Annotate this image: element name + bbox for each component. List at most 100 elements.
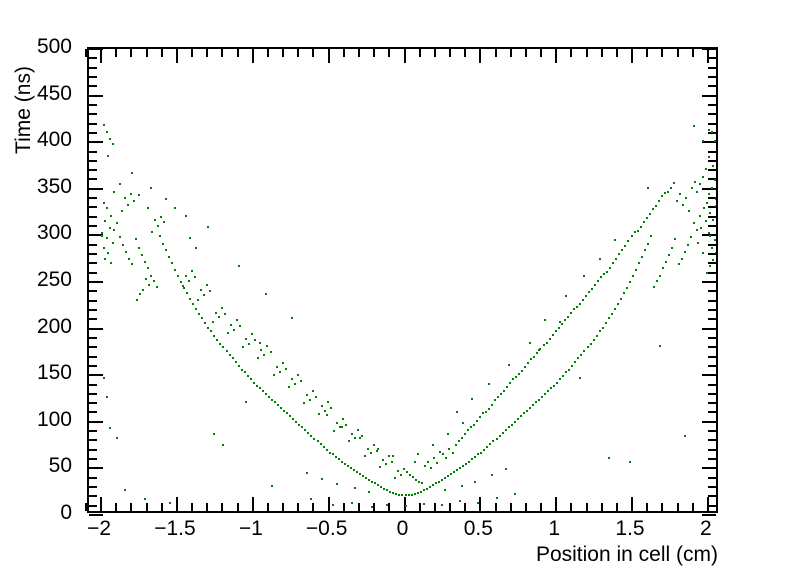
scatter-point [385, 463, 387, 465]
scatter-point [583, 275, 585, 277]
x-axis-tick-mirror [175, 49, 178, 63]
scatter-point [486, 446, 488, 448]
scatter-point [427, 461, 429, 463]
x-axis-tick-mirror [342, 49, 345, 57]
scatter-point [386, 489, 388, 491]
y-axis-minor-tick [89, 57, 97, 60]
scatter-point [107, 252, 109, 254]
scatter-point [260, 349, 262, 351]
y-axis-minor-tick [89, 66, 97, 69]
scatter-point [344, 463, 346, 465]
scatter-point [627, 240, 629, 242]
scatter-point [359, 473, 361, 475]
y-axis-tick-mirror [708, 495, 716, 498]
scatter-point [611, 313, 613, 315]
scatter-point [106, 237, 108, 239]
x-axis-minor-tick [661, 503, 664, 511]
y-axis-tick-mirror [708, 318, 716, 321]
scatter-point [177, 275, 179, 277]
scatter-point [605, 322, 607, 324]
scatter-point [198, 313, 200, 315]
scatter-point [265, 293, 267, 295]
x-axis-tick-mirror [509, 49, 512, 57]
scatter-point [277, 404, 279, 406]
x-axis-minor-tick [312, 503, 315, 511]
scatter-point [131, 172, 133, 174]
y-axis-major-tick [89, 141, 103, 144]
x-axis-minor-tick [160, 503, 163, 511]
scatter-point [436, 462, 438, 464]
scatter-point [609, 267, 611, 269]
scatter-point [594, 284, 596, 286]
scatter-point [354, 437, 356, 439]
scatter-point [180, 281, 182, 283]
scatter-point [450, 473, 452, 475]
y-axis-tick-mirror [702, 141, 716, 144]
scatter-point [244, 371, 246, 373]
scatter-point [317, 440, 319, 442]
scatter-point [555, 330, 557, 332]
scatter-point [106, 131, 108, 133]
scatter-point [426, 488, 428, 490]
scatter-point [113, 229, 115, 231]
scatter-point [106, 396, 108, 398]
scatter-point [103, 377, 105, 379]
x-axis-tick-mirror [494, 49, 497, 57]
scatter-point [345, 424, 347, 426]
x-axis-minor-tick [388, 503, 391, 511]
scatter-point [668, 254, 670, 256]
scatter-point [124, 197, 126, 199]
scatter-point [313, 438, 315, 440]
scatter-point [368, 491, 370, 493]
scatter-point [430, 467, 432, 469]
scatter-point [711, 187, 713, 189]
scatter-point [574, 361, 576, 363]
y-tick-label: 100 [36, 407, 72, 431]
scatter-point [357, 429, 359, 431]
scatter-point [185, 215, 187, 217]
y-axis-minor-tick [89, 448, 97, 451]
scatter-point [694, 181, 696, 183]
y-tick-label-group: 0 50 100 150 200 250 300 350 400 450 500 [0, 36, 80, 523]
scatter-point [341, 461, 343, 463]
y-axis-minor-tick [89, 253, 97, 256]
scatter-point [138, 194, 140, 196]
scatter-point [708, 129, 710, 131]
scatter-point [103, 247, 105, 249]
scatter-point [621, 249, 623, 251]
scatter-point [591, 288, 593, 290]
scatter-point [412, 476, 414, 478]
y-axis-tick-mirror [708, 215, 716, 218]
scatter-point [629, 281, 631, 283]
scatter-point [518, 373, 520, 375]
scatter-point [447, 475, 449, 477]
scatter-point [233, 329, 235, 331]
scatter-point [536, 352, 538, 354]
scatter-point [250, 378, 252, 380]
scatter-point [491, 474, 493, 476]
y-axis-tick-mirror [708, 430, 716, 433]
scatter-point [612, 262, 614, 264]
scatter-point [553, 385, 555, 387]
scatter-point [109, 227, 111, 229]
y-tick-label: 50 [48, 454, 72, 478]
scatter-point [471, 398, 473, 400]
x-axis-title: Position in cell (cm) [535, 543, 718, 566]
scatter-point [320, 443, 322, 445]
x-tick-label: −1.5 [154, 517, 196, 540]
scatter-point [587, 346, 589, 348]
x-axis-tick-mirror [100, 49, 103, 63]
scatter-point [715, 198, 716, 200]
scatter-point [318, 413, 320, 415]
scatter-point [506, 386, 508, 388]
x-axis-minor-tick [464, 503, 467, 511]
x-axis-minor-tick [221, 503, 224, 511]
scatter-point [541, 396, 543, 398]
x-tick-label: −2 [87, 517, 112, 540]
scatter-point [401, 494, 403, 496]
scatter-point [509, 382, 511, 384]
scatter-point [210, 330, 212, 332]
scatter-point [125, 251, 127, 253]
scatter-point [213, 433, 215, 435]
scatter-point [670, 187, 672, 189]
